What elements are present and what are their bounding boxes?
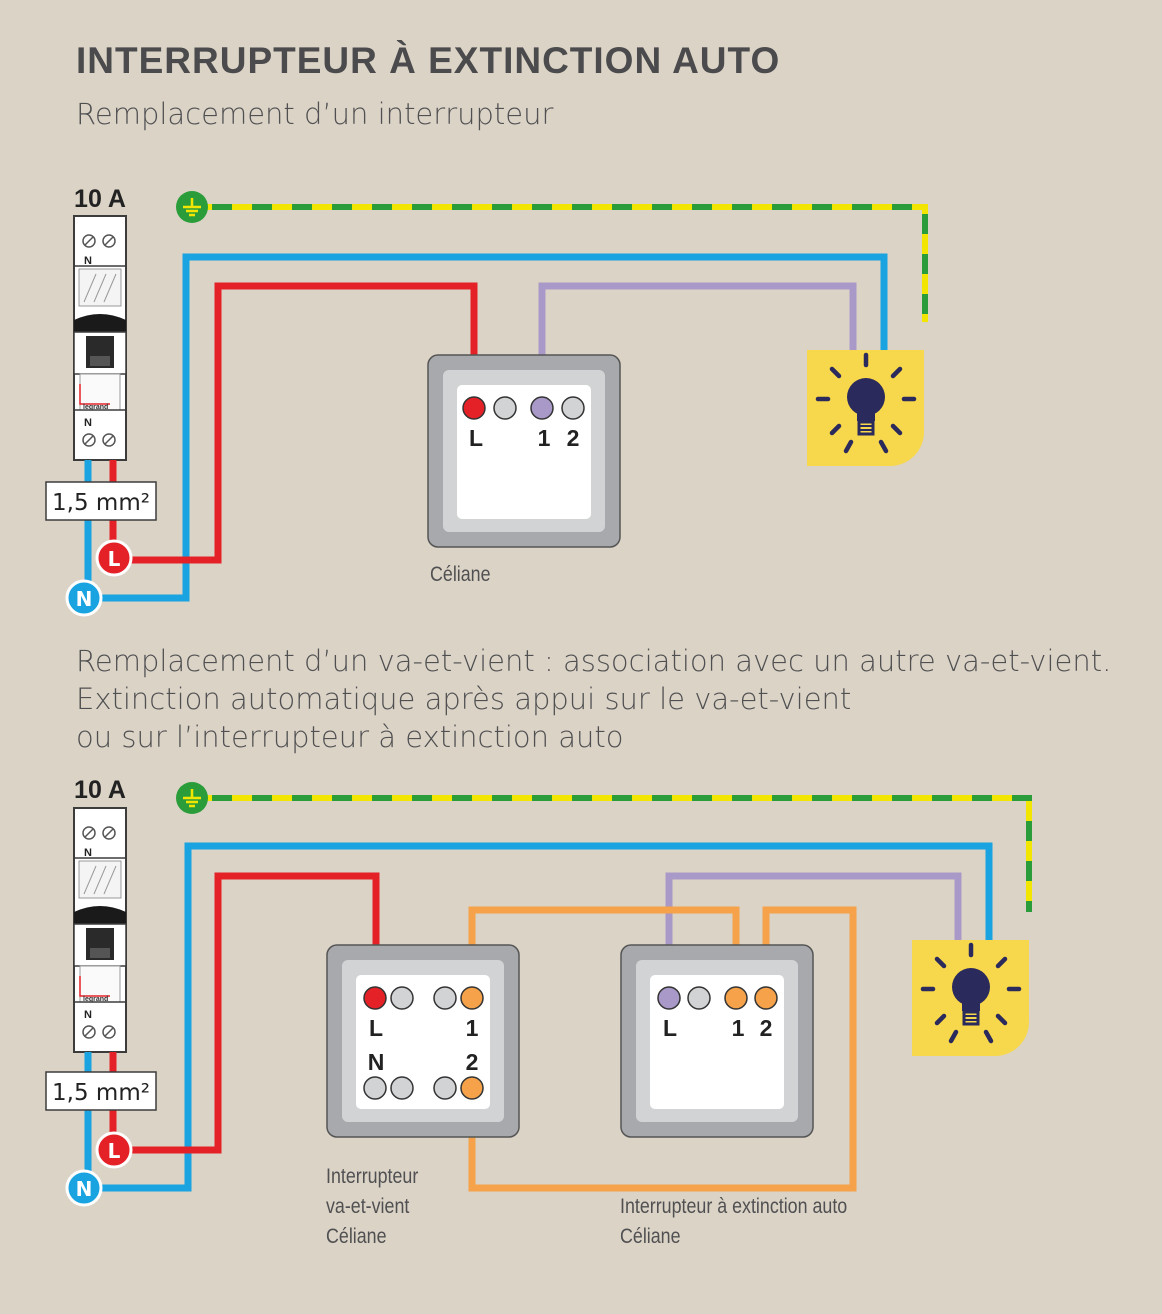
auto-caption-line-2: Céliane <box>620 1225 681 1248</box>
return-wire <box>538 282 857 408</box>
terminal-label-2: 2 <box>567 425 580 451</box>
traveller-wire-2 <box>468 906 857 1192</box>
earth-icon <box>174 780 210 816</box>
cable-section: 1,5 mm² <box>52 490 150 516</box>
cable-section: 1,5 mm² <box>52 1080 150 1106</box>
neutral-badge: N <box>65 579 103 617</box>
breaker-icon: N N legrand <box>73 215 127 461</box>
lamp <box>807 350 924 466</box>
terminal-L-icon <box>462 396 486 420</box>
terminal-label-1: 1 <box>538 425 551 451</box>
earth-wire-stripes <box>192 204 928 322</box>
vv-label-L: L <box>369 1015 383 1041</box>
breaker-rating: 10 A <box>74 185 126 213</box>
vv-caption-line-2: va-et-vient <box>326 1195 410 1218</box>
celiane-switch: L 1 2 <box>427 354 621 548</box>
section2-subtitle-line-2: Extinction automatique après appui sur l… <box>76 682 852 716</box>
auto-label-2: 2 <box>760 1015 773 1041</box>
earth-wire-stripes <box>192 795 1032 912</box>
vv-caption-line-3: Céliane <box>326 1225 387 1248</box>
cable-section-box <box>45 481 157 521</box>
terminal-1-icon <box>530 396 554 420</box>
neutral-wire <box>84 842 993 1192</box>
auto-switch: L 1 2 <box>620 944 814 1138</box>
earth-wire <box>192 204 928 322</box>
breaker-brand: legrand <box>83 404 108 411</box>
neutral-wire <box>84 253 888 602</box>
auto-label-L: L <box>663 1015 677 1041</box>
section2-diagram: 10 A N N legrand 1,5 mm² L N <box>45 776 1032 1207</box>
auto-caption-line-1: Interrupteur à extinction auto <box>620 1195 848 1218</box>
cable-section-box <box>45 1071 157 1111</box>
vv-label-2: 2 <box>466 1049 479 1075</box>
breaker-icon: N N legrand <box>73 807 127 1053</box>
terminal-label-L: L <box>469 425 483 451</box>
vv-caption-line-1: Interrupteur <box>326 1165 419 1188</box>
svg-text:L: L <box>108 1139 121 1163</box>
neutral-badge: N <box>65 1169 103 1207</box>
breaker-label-bottom: N <box>84 417 92 429</box>
breaker-brand: legrand <box>83 996 108 1003</box>
svg-text:L: L <box>108 547 121 571</box>
earth-icon <box>174 189 210 225</box>
switch-caption: Céliane <box>430 563 491 586</box>
breaker-rating: 10 A <box>74 776 126 804</box>
svg-text:N: N <box>76 587 93 611</box>
page-title: INTERRUPTEUR À EXTINCTION AUTO <box>76 40 781 81</box>
auto-label-1: 1 <box>732 1015 745 1041</box>
svg-text:N: N <box>76 1177 93 1201</box>
section1-diagram: 10 A N N legrand 1,5 mm² L N <box>45 185 928 617</box>
vv-label-1: 1 <box>466 1015 479 1041</box>
vv-label-N: N <box>368 1049 385 1075</box>
section1-subtitle: Remplacement d’un interrupteur <box>76 97 554 131</box>
return-wire <box>665 872 962 998</box>
phase-wire <box>109 282 478 564</box>
lamp <box>912 940 1029 1056</box>
breaker-label-top: N <box>84 847 92 859</box>
vv-switch: L 1 N 2 <box>326 944 520 1138</box>
breaker-label-bottom: N <box>84 1009 92 1021</box>
line-badge: L <box>95 1131 133 1169</box>
section2-subtitle-line-1: Remplacement d’un va-et-vient : associat… <box>76 644 1112 678</box>
line-badge: L <box>95 539 133 577</box>
breaker-label-top: N <box>84 255 92 267</box>
earth-wire <box>192 795 1032 912</box>
section2-subtitle-line-3: ou sur l’interrupteur à extinction auto <box>76 720 624 754</box>
